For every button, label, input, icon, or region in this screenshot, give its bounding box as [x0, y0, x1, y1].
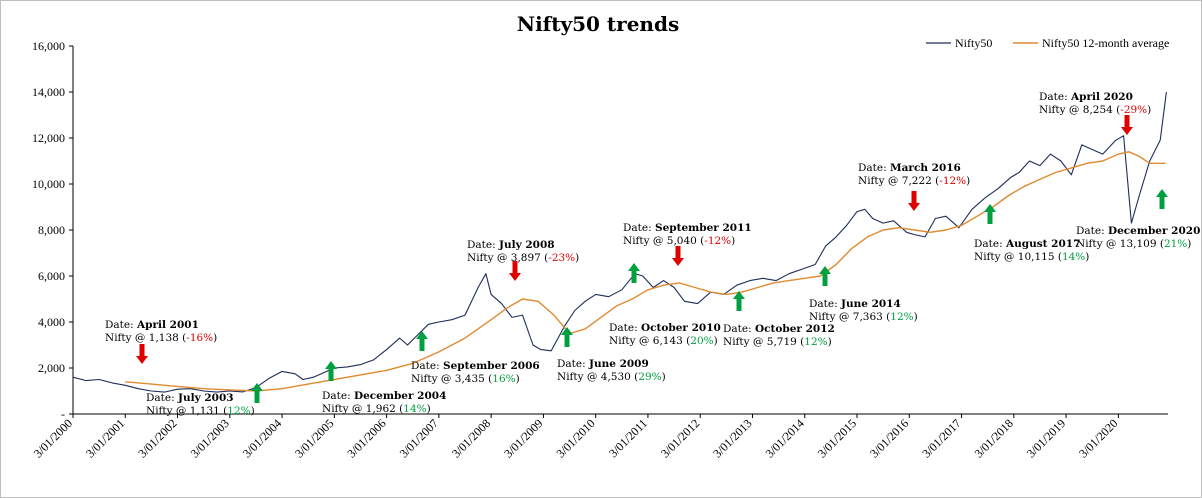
series-line-nifty50 [72, 91, 1167, 393]
x-tick-label: 3/01/2019 [1024, 416, 1068, 460]
x-tick-label: 3/01/2014 [763, 416, 807, 460]
x-tick-label: 3/01/2011 [606, 416, 650, 460]
x-tick-label: 3/01/2002 [135, 416, 179, 460]
up-arrow-icon [561, 327, 573, 347]
x-tick-label: 3/01/2004 [240, 416, 284, 460]
annotation-value: Nifty @ 5,719 (12%) [723, 336, 832, 348]
x-tick-label: 3/01/2005 [292, 416, 336, 460]
up-arrow-icon [628, 263, 640, 283]
y-tick-label: 10,000 [32, 177, 65, 191]
up-arrow-icon [733, 291, 745, 311]
x-tick-label: 3/01/2007 [397, 416, 441, 460]
x-tick-label: 3/01/2000 [31, 416, 75, 460]
annotation-value: Nifty @ 13,109 (21%) [1076, 238, 1191, 250]
x-tick-label: 3/01/2008 [449, 416, 493, 460]
annotation-date: Date: June 2014 [809, 298, 901, 310]
up-arrow-icon [251, 383, 263, 403]
annotation-value: Nifty @ 1,962 (14%) [322, 403, 431, 415]
annotation-date: Date: July 2008 [467, 239, 555, 251]
annotation-date: Date: April 2020 [1039, 91, 1133, 103]
up-arrow-icon [1156, 189, 1168, 209]
x-tick-label: 3/01/2017 [919, 416, 963, 460]
y-tick-label: 16,000 [32, 39, 65, 53]
x-tick-label: 3/01/2012 [658, 416, 702, 460]
down-arrow-icon [908, 191, 920, 211]
annotation-value: Nifty @ 5,040 (-12%) [623, 235, 735, 247]
annotation-value: Nifty @ 6,143 (20%) [609, 335, 718, 347]
annotation-value: Nifty @ 4,530 (29%) [557, 371, 666, 383]
series-layer [72, 91, 1167, 393]
annotation-value: Nifty @ 7,222 (-12%) [858, 175, 970, 187]
y-tick-label: 2,000 [38, 361, 65, 375]
down-arrow-icon [509, 261, 521, 281]
annotation-date: Date: August 2017 [974, 238, 1080, 250]
y-tick-label: 14,000 [32, 85, 65, 99]
x-tick-label: 3/01/2009 [501, 416, 545, 460]
y-tick-label: - [61, 407, 65, 421]
annotation-date: Date: July 2003 [146, 392, 234, 404]
x-tick-label: 3/01/2018 [972, 416, 1016, 460]
legend-label-nifty50: Nifty50 [955, 36, 992, 50]
annotation-date: Date: March 2016 [858, 162, 961, 174]
x-tick-label: 3/01/2006 [344, 416, 388, 460]
y-tick-label: 12,000 [32, 131, 65, 145]
chart-title: Nifty50 trends [517, 12, 679, 36]
annotation-value: Nifty @ 10,115 (14%) [974, 251, 1089, 263]
annotation-date: Date: June 2009 [557, 358, 649, 370]
annotation-date: Date: October 2012 [723, 323, 835, 335]
annotation-date: Date: September 2006 [411, 360, 540, 372]
x-axis: 3/01/2000 3/01/2001 3/01/2002 3/01/2003 3/01… [31, 413, 1168, 461]
annotation-date: Date: December 2020 [1076, 225, 1200, 237]
x-tick-label: 3/01/2001 [83, 416, 127, 460]
up-arrow-icon [819, 266, 831, 286]
annotation-value: Nifty @ 1,131 (12%) [146, 405, 255, 417]
annotation-value: Nifty @ 1,138 (-16%) [105, 332, 217, 344]
x-tick-label: 3/01/2013 [710, 416, 754, 460]
annotation-date: Date: September 2011 [623, 222, 752, 234]
up-arrow-icon [984, 204, 996, 224]
down-arrow-icon [136, 344, 148, 364]
down-arrow-icon [672, 246, 684, 266]
x-tick-label: 3/01/2015 [815, 416, 859, 460]
annotation-value: Nifty @ 7,363 (12%) [809, 311, 918, 323]
x-tick-label: 3/01/2010 [553, 416, 597, 460]
y-axis: - 2,000 4,000 6,000 8,000 10,000 12,000 14,000 1… [32, 39, 74, 421]
down-arrow-icon [1121, 115, 1133, 135]
annotation-value: Nifty @ 8,254 (-29%) [1039, 104, 1151, 116]
x-tick-label: 3/01/2003 [188, 416, 232, 460]
annotation-date: Date: April 2001 [105, 319, 199, 331]
up-arrow-icon [416, 331, 428, 351]
annotation-value: Nifty @ 3,435 (16%) [411, 373, 520, 385]
legend: Nifty50 Nifty50 12-month average [926, 36, 1169, 50]
y-tick-label: 8,000 [38, 223, 65, 237]
annotation-date: Date: December 2004 [322, 390, 446, 402]
up-arrow-icon [325, 361, 337, 381]
legend-label-average: Nifty50 12-month average [1042, 36, 1169, 50]
x-tick-label: 3/01/2020 [1076, 416, 1120, 460]
annotation-value: Nifty @ 3,897 (-23%) [467, 252, 579, 264]
series-line-12-month-average [125, 151, 1166, 392]
y-tick-label: 6,000 [38, 269, 65, 283]
x-tick-label: 3/01/2016 [867, 416, 911, 460]
annotation-date: Date: October 2010 [609, 322, 721, 334]
y-tick-label: 4,000 [38, 315, 65, 329]
